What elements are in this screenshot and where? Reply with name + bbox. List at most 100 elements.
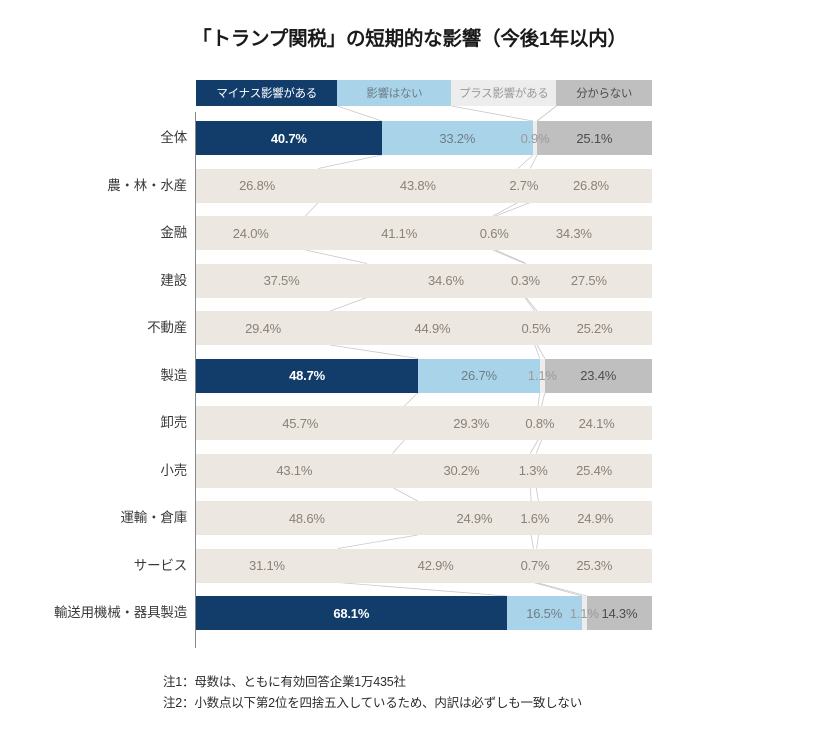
bar-segment-4: 26.8% <box>529 168 653 203</box>
connector-line <box>492 249 525 264</box>
connector-line <box>529 487 532 502</box>
row-category-label: 不動産 <box>147 320 187 335</box>
bar-segment-3: 1.1% <box>528 358 557 393</box>
connector-line <box>536 344 546 359</box>
bar-segment-value: 1.3% <box>518 463 548 478</box>
bar-segment-1: 45.7% <box>196 406 405 440</box>
bar-segment-value: 48.6% <box>288 510 325 526</box>
bar-segment-3: 0.3% <box>511 263 540 298</box>
bar-segment-value: 27.5% <box>570 273 607 288</box>
row-category-label: 輸送用機械・器具製造 <box>54 605 187 620</box>
bar-segment-value: 25.1% <box>576 130 613 146</box>
chart-row: 卸売 45.7% 29.3% 0.8% 24.1% <box>0 406 819 440</box>
bar-segment-4: 14.3% <box>586 596 652 630</box>
stacked-bar: 40.7% 33.2% 0.9% 25.1% <box>196 121 652 155</box>
bar-segment-value: 26.8% <box>239 178 275 193</box>
bar-segment-value: 1.1% <box>527 368 557 383</box>
bar-segment-1: 48.7% <box>196 358 419 393</box>
bar-segment-2: 42.9% <box>337 548 534 583</box>
bar-segment-value: 33.2% <box>439 130 476 146</box>
bar-segment-value: 25.3% <box>576 558 613 573</box>
bar-segment-value: 1.6% <box>520 510 550 526</box>
bar-segment-3: 2.7% <box>509 168 538 203</box>
connector-line <box>536 534 539 549</box>
connector-line <box>318 154 382 169</box>
connector-line <box>541 392 546 407</box>
bar-segment-2: 34.6% <box>367 263 525 298</box>
bar-segment-value: 31.1% <box>248 558 285 573</box>
row-category-label: 金融 <box>160 225 187 240</box>
legend-item-3: 分からない <box>556 80 652 106</box>
legend-item-0: マイナス影響がある <box>196 80 338 106</box>
bar-segment-4: 25.4% <box>536 453 652 488</box>
stacked-bar: 26.8% 43.8% 2.7% 26.8% <box>196 168 653 203</box>
footnote-1: 注1：母数は、ともに有効回答企業1万435社 <box>163 675 406 689</box>
bar-segment-value: 29.3% <box>453 415 490 431</box>
connector-line <box>529 154 538 169</box>
connector-line <box>537 392 541 407</box>
bar-segment-value: 26.7% <box>461 368 497 383</box>
chart-row: 農・林・水産 26.8% 43.8% 2.7% 26.8% <box>0 168 819 203</box>
bar-segment-value: 40.7% <box>270 130 307 146</box>
bar-segment-2: 33.2% <box>381 121 533 155</box>
bar-segment-2: 24.9% <box>417 501 532 535</box>
row-category-label: 小売 <box>160 462 187 478</box>
bar-segment-1: 48.6% <box>196 501 418 535</box>
bar-segment-4: 27.5% <box>526 263 652 298</box>
bar-segment-value: 29.4% <box>245 320 281 336</box>
chart-row: 金融 24.0% 41.1% 0.6% 34.3% <box>0 216 819 250</box>
bar-segment-4: 24.9% <box>538 501 652 535</box>
stacked-bar: 31.1% 42.9% 0.7% 25.3% <box>196 548 652 583</box>
bar-segment-2: 41.1% <box>305 216 493 250</box>
bar-segment-value: 24.9% <box>456 510 493 526</box>
stacked-bar: 43.1% 30.2% 1.3% 25.4% <box>196 453 652 488</box>
chart-row: サービス 31.1% 42.9% 0.7% 25.3% <box>0 548 819 583</box>
bar-segment-value: 34.6% <box>427 273 464 288</box>
bar-segment-value: 42.9% <box>417 558 454 573</box>
bar-segment-4: 25.3% <box>536 548 652 583</box>
bar-segment-value: 30.2% <box>443 463 480 478</box>
row-category-label: 運輸・倉庫 <box>120 510 188 525</box>
bar-segment-1: 37.5% <box>196 263 367 298</box>
bar-segment-3: 1.1% <box>570 596 599 630</box>
connector-line <box>534 344 541 359</box>
bar-segment-4: 24.1% <box>541 406 652 440</box>
bar-segment-value: 43.1% <box>276 463 313 478</box>
connector-line <box>337 582 507 597</box>
bar-segment-4: 25.2% <box>537 311 652 345</box>
row-category-label: 全体 <box>160 130 187 145</box>
bar-segment-value: 23.4% <box>580 368 617 383</box>
connector-line <box>451 105 534 122</box>
bar-segment-value: 24.9% <box>577 510 614 526</box>
bar-segment-value: 16.5% <box>526 605 563 621</box>
bar-segment-2: 30.2% <box>392 453 531 488</box>
row-category-label: 農・林・水産 <box>107 177 187 193</box>
legend-item-label: マイナス影響がある <box>216 88 317 100</box>
connector-line <box>305 202 319 217</box>
bar-segment-value: 45.7% <box>282 415 319 431</box>
bar-segment-value: 14.3% <box>601 605 638 621</box>
stacked-bar: 48.7% 26.7% 1.1% 23.4% <box>196 358 652 393</box>
bar-segment-1: 29.4% <box>196 311 331 345</box>
connector-line <box>535 487 539 502</box>
bar-segment-2: 44.9% <box>330 311 535 345</box>
bar-segment-value: 34.3% <box>555 225 592 241</box>
connector-line <box>536 582 587 597</box>
connector-line <box>495 249 527 264</box>
bar-segment-value: 25.4% <box>576 463 612 478</box>
bar-segment-value: 25.2% <box>576 320 613 336</box>
bar-segment-value: 43.8% <box>399 178 436 193</box>
legend-item-label: 分からない <box>576 88 633 100</box>
connector-line <box>329 344 419 359</box>
bar-segment-value: 0.8% <box>525 415 555 431</box>
bar-segment-1: 40.7% <box>196 121 382 155</box>
bar-segment-value: 26.8% <box>573 178 609 193</box>
connector-line <box>533 582 582 597</box>
chart-row: 不動産 29.4% 44.9% 0.5% 25.2% <box>0 311 819 345</box>
bar-segment-1: 26.8% <box>196 168 319 203</box>
connector-line <box>524 297 536 312</box>
bar-segment-2: 29.3% <box>404 406 538 440</box>
bar-segment-1: 24.0% <box>196 216 306 250</box>
connector-line <box>525 297 538 312</box>
bar-segment-value: 1.1% <box>569 605 599 621</box>
